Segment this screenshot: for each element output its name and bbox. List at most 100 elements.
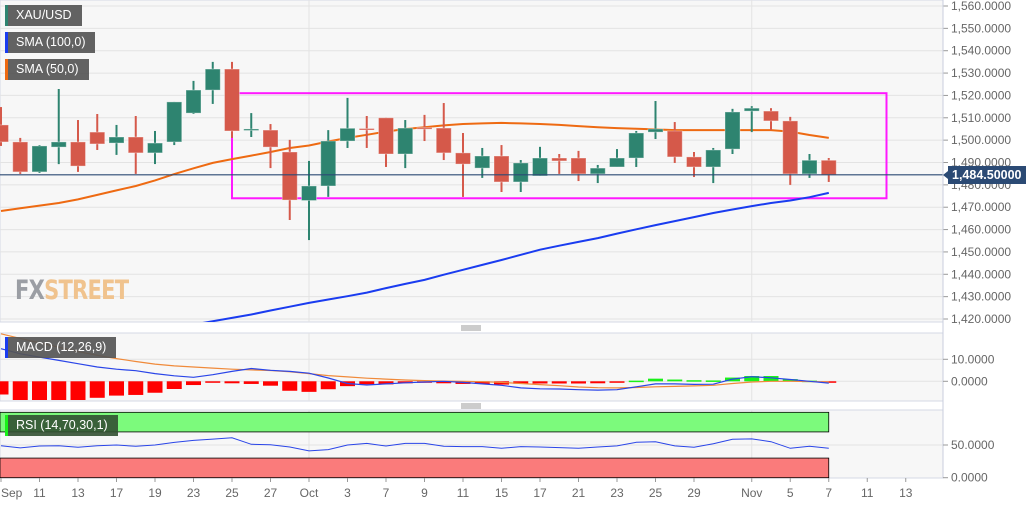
- candle-body[interactable]: [281, 151, 298, 201]
- legend-sma50[interactable]: SMA (50,0): [5, 59, 89, 80]
- x-tick-label: Oct: [300, 486, 319, 500]
- x-tick-label: 25: [225, 486, 239, 500]
- legend-macd[interactable]: MACD (12,26,9): [5, 337, 117, 358]
- candle-body[interactable]: [50, 141, 67, 148]
- y-tick-label: 1,560.0000: [951, 0, 1011, 13]
- candle-body[interactable]: [743, 107, 760, 112]
- macd-histogram-bar: [243, 381, 259, 384]
- rsi-tick-label: 0.0000: [951, 471, 988, 485]
- macd-histogram-bar: [320, 381, 336, 390]
- macd-histogram-bar: [609, 381, 625, 383]
- x-tick-label: 7: [825, 486, 832, 500]
- x-tick-label: 29: [687, 486, 701, 500]
- sma50-line: [0, 121, 829, 212]
- price-panel[interactable]: [0, 61, 943, 325]
- legend-color-marker: [5, 59, 8, 80]
- range-box[interactable]: [231, 92, 888, 200]
- candle-body[interactable]: [339, 127, 356, 142]
- x-tick-label: 25: [649, 486, 663, 500]
- x-tick-label: Sep: [1, 486, 23, 500]
- x-tick-label: 27: [264, 486, 278, 500]
- candle-body[interactable]: [31, 145, 48, 173]
- candle-body[interactable]: [705, 149, 722, 168]
- y-tick-label: 1,430.0000: [951, 290, 1011, 304]
- x-tick-label: 13: [71, 486, 85, 500]
- sma100-line: [202, 191, 830, 322]
- x-tick-label: 23: [610, 486, 624, 500]
- candle-body[interactable]: [609, 157, 625, 168]
- macd-histogram-bar: [436, 381, 452, 384]
- panel-backgrounds: [0, 0, 944, 479]
- candle-body[interactable]: [70, 141, 86, 167]
- candle-body[interactable]: [532, 157, 548, 177]
- candle-body[interactable]: [397, 127, 414, 155]
- x-tick-label: 11: [457, 486, 470, 500]
- candle-body[interactable]: [551, 157, 568, 162]
- legend-symbol[interactable]: XAU/USD: [5, 5, 82, 26]
- macd-histogram-bar: [532, 381, 548, 384]
- candle-body[interactable]: [185, 89, 202, 114]
- candle-body[interactable]: [647, 128, 664, 133]
- candle-body[interactable]: [262, 129, 279, 148]
- candle-body[interactable]: [570, 157, 587, 175]
- macd-histogram-bar: [686, 380, 702, 382]
- candle-body[interactable]: [801, 159, 818, 175]
- candle-body[interactable]: [455, 152, 471, 165]
- candle-body[interactable]: [628, 132, 645, 159]
- x-tick-label: 11: [33, 486, 46, 500]
- candle-body[interactable]: [820, 159, 837, 176]
- legend-label: MACD (12,26,9): [16, 340, 107, 354]
- candle-body[interactable]: [474, 155, 491, 169]
- candle-body[interactable]: [224, 68, 240, 132]
- x-tick-label: 17: [533, 486, 547, 500]
- legend-color-marker: [5, 32, 8, 53]
- y-tick-label: 1,460.0000: [951, 223, 1011, 237]
- candle-body[interactable]: [512, 162, 529, 183]
- macd-histogram-bar: [744, 376, 760, 382]
- rsi-panel[interactable]: [0, 411, 830, 479]
- legend-color-marker: [5, 5, 8, 26]
- candle-body[interactable]: [782, 120, 799, 175]
- macd-histogram-bar: [51, 381, 67, 400]
- legend-sma100[interactable]: SMA (100,0): [5, 32, 96, 53]
- candle-body[interactable]: [12, 141, 29, 173]
- x-tick-label: 21: [572, 486, 586, 500]
- candle-body[interactable]: [686, 156, 702, 168]
- candle-body[interactable]: [147, 142, 163, 154]
- rsi-oversold-zone: [0, 457, 830, 479]
- y-tick-label: 1,530.0000: [951, 66, 1011, 80]
- macd-histogram-bar: [359, 381, 375, 385]
- candle-body[interactable]: [204, 68, 221, 91]
- candle-body[interactable]: [358, 128, 375, 131]
- candle-body[interactable]: [763, 110, 779, 122]
- candle-body[interactable]: [0, 124, 9, 143]
- candle-body[interactable]: [320, 140, 337, 187]
- candle-body[interactable]: [89, 131, 106, 145]
- candle-body[interactable]: [666, 130, 683, 158]
- x-tick-label: 13: [899, 486, 913, 500]
- macd-panel[interactable]: [0, 333, 837, 400]
- candle-body[interactable]: [589, 167, 606, 175]
- x-tick-label: 5: [787, 486, 794, 500]
- macd-line: [0, 348, 829, 391]
- y-tick-label: 1,450.0000: [951, 245, 1011, 259]
- candle-body[interactable]: [493, 155, 510, 183]
- candle-body[interactable]: [108, 136, 125, 144]
- candle-body[interactable]: [301, 185, 317, 202]
- candle-body[interactable]: [243, 128, 260, 131]
- x-tick-label: 17: [110, 486, 124, 500]
- candle-body[interactable]: [724, 111, 741, 150]
- candle-body[interactable]: [166, 101, 183, 143]
- macd-histogram-bar: [590, 381, 606, 384]
- y-tick-label: 1,440.0000: [951, 267, 1011, 281]
- legend-rsi[interactable]: RSI (14,70,30,1): [5, 415, 118, 436]
- candle-body[interactable]: [378, 117, 394, 155]
- macd-histogram-bar: [32, 381, 47, 400]
- x-tick-label: 9: [421, 486, 428, 500]
- macd-histogram-bar: [551, 381, 567, 384]
- candle-body[interactable]: [127, 136, 144, 154]
- rsi-line: [0, 437, 829, 452]
- candle-body[interactable]: [435, 127, 452, 154]
- candle-body[interactable]: [416, 127, 433, 130]
